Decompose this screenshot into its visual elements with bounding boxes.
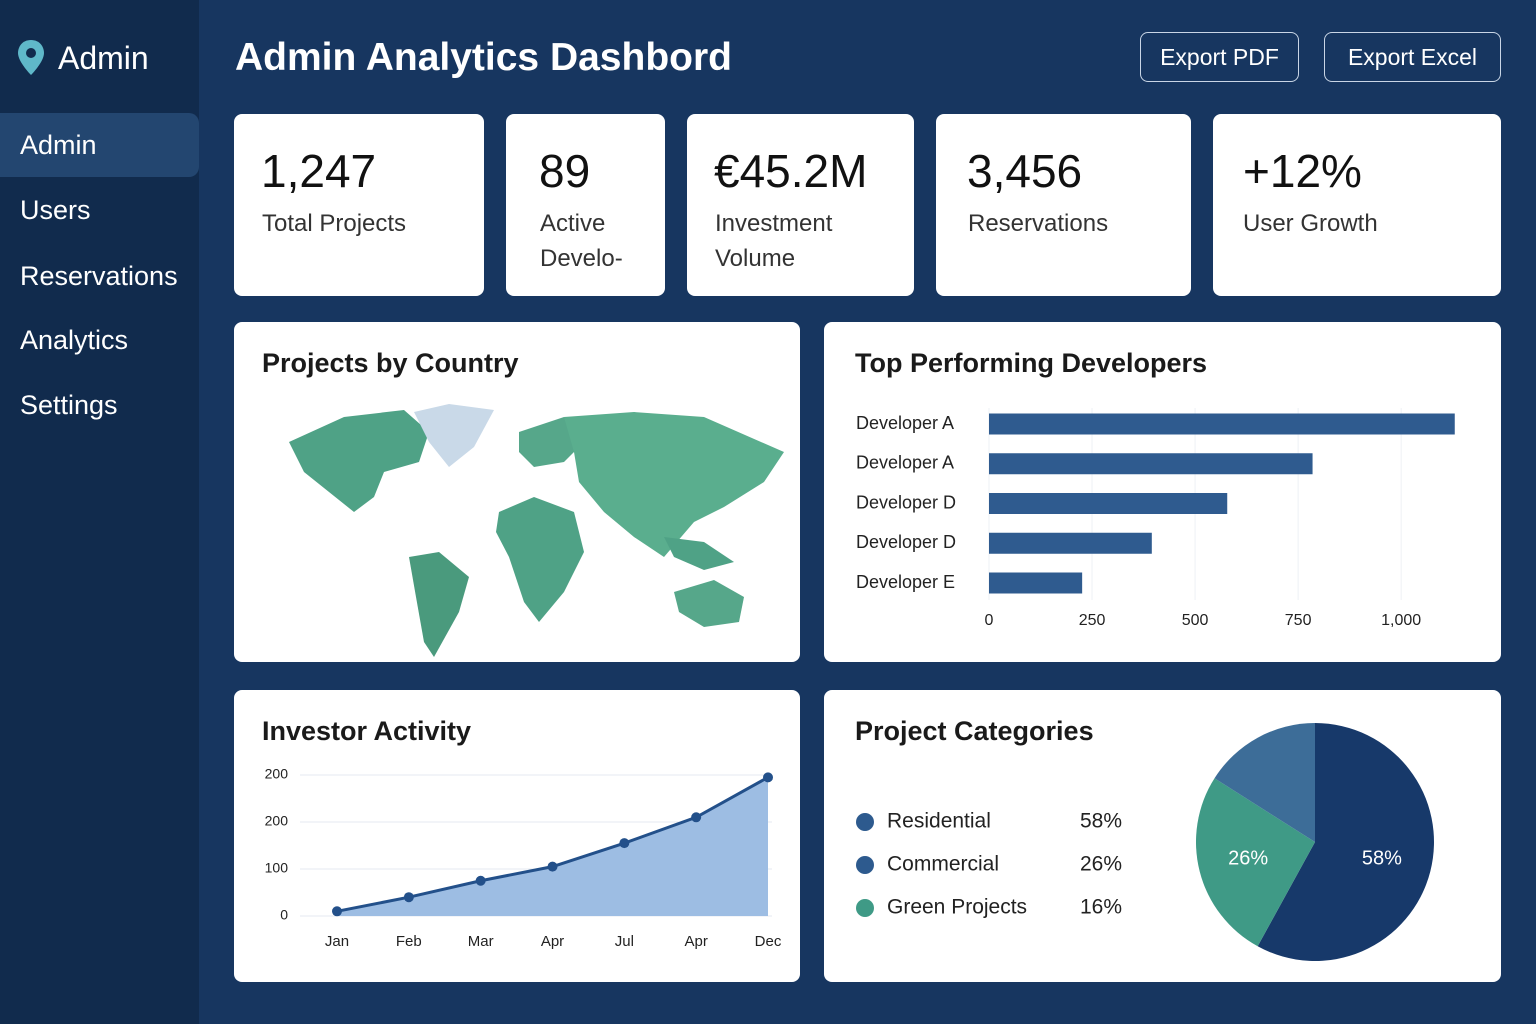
export-button[interactable]: Export PDF bbox=[1140, 32, 1299, 82]
kpi-card: 89 Active Develo- bbox=[506, 114, 665, 296]
card-title: Project Categories bbox=[855, 716, 1094, 746]
kpi-value: 3,456 bbox=[967, 145, 1083, 197]
nav-item[interactable]: Settings bbox=[20, 390, 118, 420]
kpi-value: 89 bbox=[539, 145, 591, 197]
kpi-value: €45.2M bbox=[714, 145, 868, 197]
brand-icon bbox=[18, 40, 44, 75]
nav-item[interactable]: Reservations bbox=[20, 261, 178, 291]
kpi-value: +12% bbox=[1243, 145, 1362, 197]
kpi-card: 1,247 Total Projects bbox=[234, 114, 484, 296]
card-title: Projects by Country bbox=[262, 348, 519, 378]
kpi-value: 1,247 bbox=[261, 145, 377, 197]
kpi-card: 3,456 Reservations bbox=[936, 114, 1191, 296]
nav-item[interactable]: Admin bbox=[0, 113, 199, 177]
page-title: Admin Analytics Dashbord bbox=[235, 36, 732, 79]
sidebar: Admin Admin Users Reservations Analytics… bbox=[0, 0, 199, 1024]
kpi-label: Active Develo- bbox=[540, 210, 623, 272]
chart-card: Project Categories bbox=[824, 690, 1501, 982]
kpi-label: Total Projects bbox=[262, 210, 407, 237]
kpi-card: €45.2M Investment Volume bbox=[687, 114, 914, 296]
kpi-label: User Growth bbox=[1243, 210, 1378, 237]
card-title: Top Performing Developers bbox=[855, 348, 1208, 378]
kpi-card: +12% User Growth bbox=[1213, 114, 1501, 296]
card-title: Investor Activity bbox=[262, 716, 472, 746]
nav-item[interactable]: Users bbox=[20, 195, 91, 225]
kpi-label: Reservations bbox=[968, 210, 1109, 237]
world-map bbox=[289, 404, 784, 657]
chart-card: Investor Activity bbox=[234, 690, 800, 982]
nav-item[interactable]: Analytics bbox=[20, 325, 129, 355]
export-button[interactable]: Export Excel bbox=[1324, 32, 1501, 82]
kpi-label: Investment Volume bbox=[715, 210, 833, 272]
map-card: Projects by Country bbox=[234, 322, 800, 662]
chart-card: Top Performing Developers bbox=[824, 322, 1501, 662]
brand: Admin bbox=[58, 40, 149, 76]
